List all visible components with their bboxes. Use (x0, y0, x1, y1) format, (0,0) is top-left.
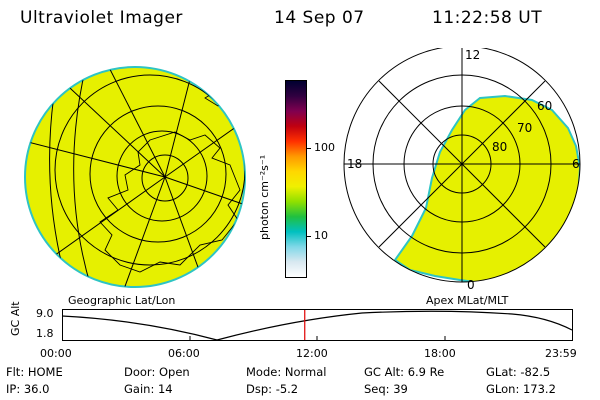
geographic-panel (24, 66, 246, 288)
geo-arc (73, 67, 96, 287)
timeline-xtick-1800: 18:00 (424, 347, 456, 360)
mlat-label-80: 80 (492, 140, 507, 154)
status-gc-alt-value: 6.9 Re (407, 365, 445, 379)
status-gc-alt-label: GC Alt: (364, 365, 405, 379)
status-ip: IP: 36.0 (6, 382, 49, 396)
status-ip-label: IP: (6, 382, 21, 396)
colorbar-tick-10: 10 (314, 229, 328, 242)
mlt-label-12: 12 (465, 48, 480, 62)
status-glon-value: 173.2 (522, 382, 556, 396)
timeline-plot (62, 309, 573, 341)
timeline-xtick-1200: 12:00 (296, 347, 328, 360)
status-ip-value: 36.0 (23, 382, 50, 396)
geo-lon-line (25, 139, 166, 178)
timeline-xtick-0600: 06:00 (168, 347, 200, 360)
geo-coastline-island (233, 104, 245, 113)
timeline-ytick-top: 9.0 (36, 307, 54, 320)
timeline-ytick-bottom: 1.8 (36, 327, 54, 340)
geo-lon-line (164, 67, 201, 178)
status-flt: Flt: HOME (6, 365, 63, 379)
colorbar-tick-100: 100 (314, 141, 335, 154)
mlt-label-0: 0 (467, 278, 475, 292)
status-flt-label: Flt: (6, 365, 25, 379)
colorbar-unit-label: photon cm⁻²s⁻¹ (258, 154, 271, 240)
instrument-title: Ultraviolet Imager (20, 8, 183, 28)
mlt-label-18: 18 (347, 157, 362, 171)
status-gc-alt: GC Alt: 6.9 Re (364, 365, 444, 379)
colorbar (285, 80, 307, 278)
timeline-altitude-curve (62, 310, 573, 341)
status-seq-label: Seq: (364, 382, 390, 396)
geo-lon-line (94, 67, 166, 178)
geo-coastline (99, 131, 241, 273)
status-door: Door: Open (124, 365, 190, 379)
geo-lat-circle (54, 74, 245, 266)
polar-panel: 12 18 6 0 60 70 80 (343, 48, 581, 292)
status-dsp-value: -5.2 (275, 382, 299, 396)
timeline-xtick-2359: 23:59 (545, 347, 577, 360)
status-seq-value: 39 (393, 382, 408, 396)
status-glon-label: GLon: (486, 382, 520, 396)
mlt-label-6: 6 (572, 157, 580, 171)
status-glat-label: GLat: (486, 365, 517, 379)
status-door-label: Door: (124, 365, 156, 379)
mlat-label-70: 70 (517, 121, 532, 135)
status-seq: Seq: 39 (364, 382, 408, 396)
polar-panel-label: Apex MLat/MLT (426, 294, 509, 307)
geo-lat-circle (141, 154, 189, 202)
status-door-value: Open (158, 365, 190, 379)
status-glat-value: -82.5 (520, 365, 551, 379)
geo-panel-label: Geographic Lat/Lon (68, 294, 176, 307)
geo-lon-line (119, 176, 166, 287)
status-flt-value: HOME (27, 365, 63, 379)
status-dsp-label: Dsp: (246, 382, 273, 396)
geo-aurora-disk (24, 66, 246, 288)
polar-meridian-diag (378, 80, 546, 248)
status-gain-label: Gain: (124, 382, 155, 396)
status-glat: GLat: -82.5 (486, 365, 550, 379)
timeline-axis-label: GC Alt (9, 301, 22, 336)
status-gain: Gain: 14 (124, 382, 173, 396)
status-gain-value: 14 (157, 382, 173, 396)
status-glon: GLon: 173.2 (486, 382, 556, 396)
timeline-frame (62, 309, 573, 341)
date-label: 14 Sep 07 (274, 8, 365, 28)
geo-lat-circle (116, 130, 208, 222)
status-mode-value: Normal (284, 365, 327, 379)
status-dsp: Dsp: -5.2 (246, 382, 298, 396)
status-mode-label: Mode: (246, 365, 282, 379)
time-label: 11:22:58 UT (432, 8, 543, 28)
geo-lat-circle (89, 105, 227, 243)
colorbar-tick (306, 236, 311, 237)
timeline-xtick-0000: 00:00 (40, 347, 72, 360)
colorbar-tick (306, 148, 311, 149)
mlat-label-60: 60 (537, 99, 552, 113)
status-mode: Mode: Normal (246, 365, 326, 379)
